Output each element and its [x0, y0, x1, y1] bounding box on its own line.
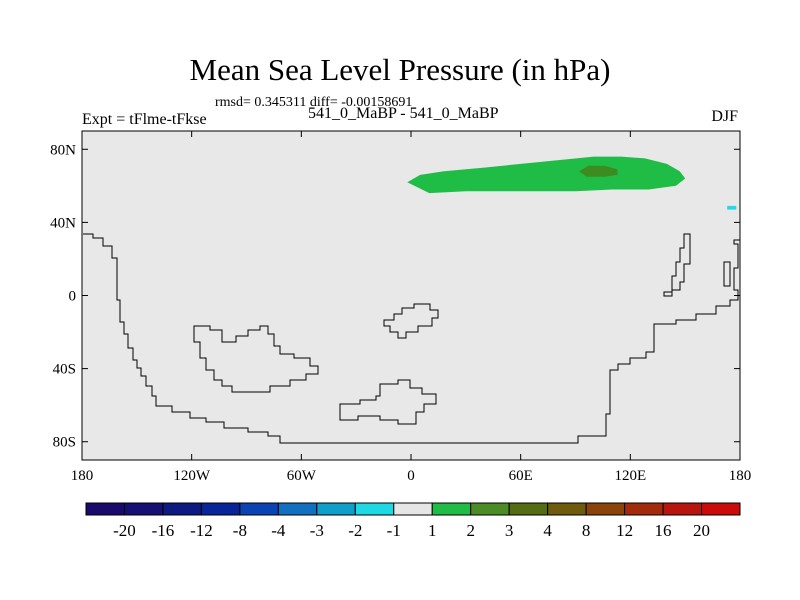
coastline-americas-antarctica: [83, 233, 741, 444]
coastlines: [83, 233, 741, 444]
colorbar-swatch: [277, 502, 318, 516]
colorbar-label: 12: [616, 521, 633, 540]
coastline-central-continent: [193, 325, 319, 393]
lat-label: 80S: [53, 435, 76, 451]
colorbar-label: 4: [543, 521, 552, 540]
negative-anomaly-minus1: [727, 205, 737, 210]
colorbar-swatch: [662, 502, 703, 516]
runs-label: 541_0_MaBP - 541_0_MaBP: [308, 105, 499, 122]
coastline-eastern-islands: [383, 303, 439, 339]
season-label: DJF: [711, 108, 738, 125]
lon-label: 180: [729, 468, 752, 484]
lon-label: 0: [407, 468, 415, 484]
colorbar-swatch: [470, 502, 510, 516]
colorbar-label: 3: [505, 521, 514, 540]
experiment-label: Expt = tFlme-tFkse: [82, 111, 207, 128]
colorbar-swatch: [239, 502, 279, 516]
colorbar-label: 16: [655, 521, 672, 540]
colorbar-swatch: [508, 502, 549, 516]
lon-label: 60W: [287, 468, 317, 484]
colorbar-swatch: [547, 502, 587, 516]
lat-label: 0: [69, 289, 77, 305]
lon-label: 180: [71, 468, 94, 484]
coastline-island-far-east: [723, 261, 731, 287]
lat-label: 40N: [50, 215, 76, 231]
colorbar-swatch: [200, 502, 241, 516]
lon-label: 120W: [173, 468, 211, 484]
colorbar-swatch: [393, 502, 433, 516]
lat-label: 40S: [53, 362, 76, 378]
colorbar-swatch: [701, 502, 741, 516]
colorbar-label: -4: [271, 521, 286, 540]
coastline-southern-islands: [339, 379, 437, 425]
colorbar-swatch: [624, 502, 664, 516]
colorbar-label: 20: [693, 521, 710, 540]
colorbar-label: -3: [310, 521, 324, 540]
colorbar-label: -20: [113, 521, 136, 540]
positive-anomaly-1to2: [407, 156, 686, 194]
positive-anomaly-2to3: [579, 165, 618, 177]
axis-ticks: 80N 40N 0 40S 80S 180 120W 60W 0 60E 120E 180: [50, 131, 751, 484]
colorbar-swatch: [431, 502, 472, 516]
colorbar-swatch: [162, 502, 202, 516]
lon-label: 60E: [509, 468, 533, 484]
colorbar-swatch: [316, 502, 356, 516]
colorbar-swatch: [85, 502, 125, 516]
anomaly-layer: [407, 156, 737, 210]
lon-label: 120E: [614, 468, 646, 484]
stats-label: rmsd= 0.345311 diff= -0.00158691: [215, 95, 413, 110]
colorbar: -20 -16 -12 -8 -4 -3 -2 -1 1 2 3 4 8 12 16 20: [85, 502, 741, 540]
map-title: Mean Sea Level Pressure (in hPa): [189, 52, 611, 87]
colorbar-label: 2: [466, 521, 475, 540]
colorbar-swatch: [585, 502, 626, 516]
colorbar-label: -1: [387, 521, 401, 540]
colorbar-swatch: [354, 502, 395, 516]
colorbar-label: -16: [152, 521, 175, 540]
colorbar-label: 8: [582, 521, 591, 540]
colorbar-label: 1: [428, 521, 437, 540]
coastline-island-east: [663, 233, 691, 297]
colorbar-swatch: [123, 502, 164, 516]
colorbar-label: -2: [348, 521, 362, 540]
colorbar-label: -12: [190, 521, 213, 540]
colorbar-label: -8: [233, 521, 247, 540]
lat-label: 80N: [50, 142, 76, 158]
